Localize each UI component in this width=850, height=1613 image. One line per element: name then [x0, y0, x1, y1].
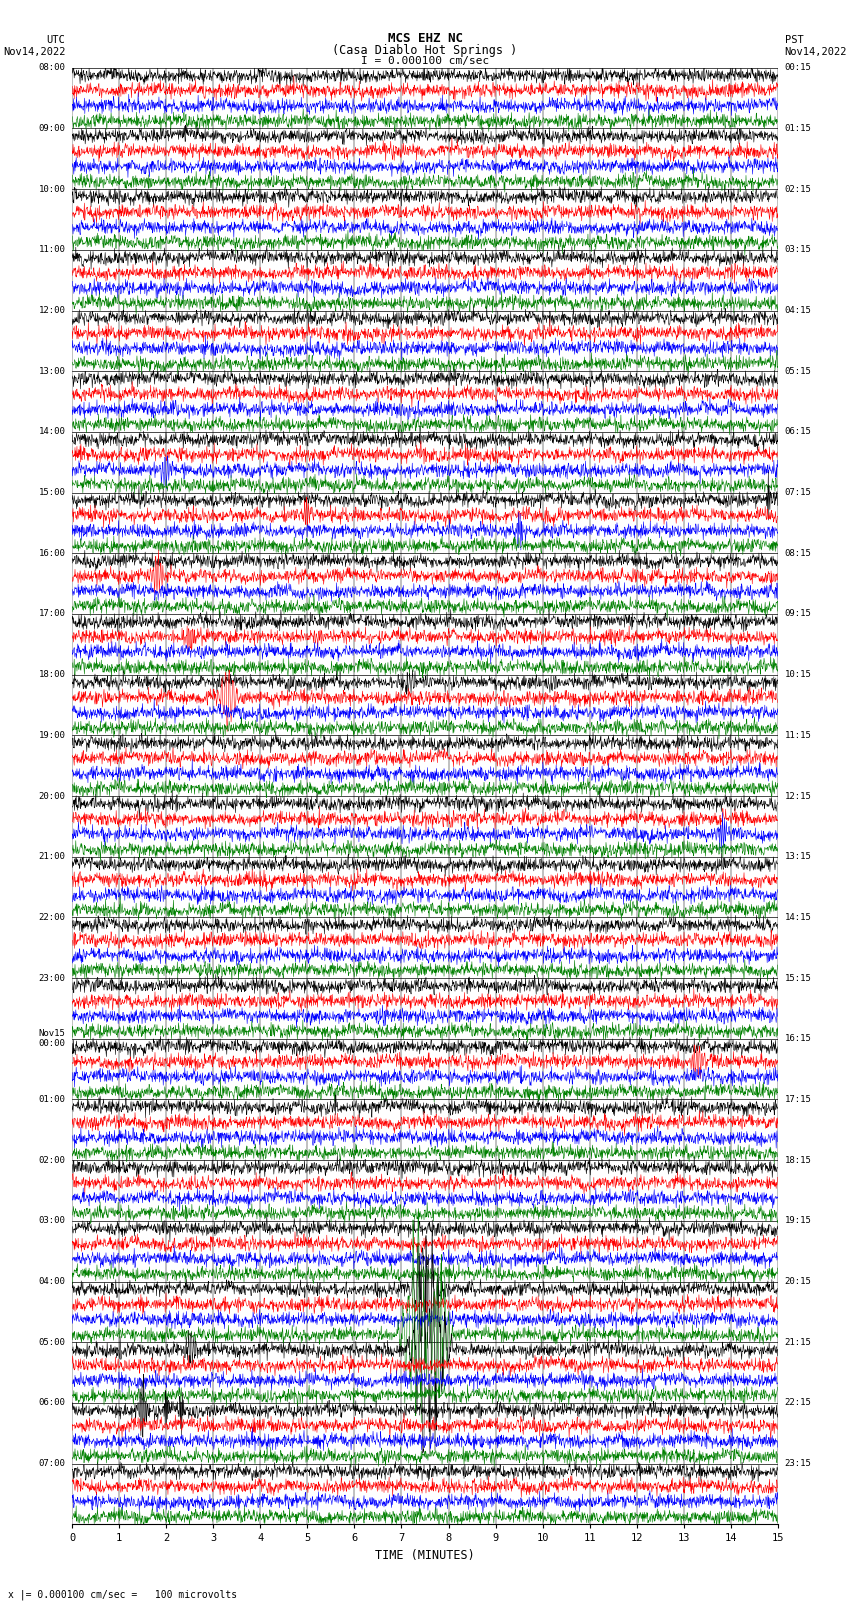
Text: 10:15: 10:15 — [785, 669, 812, 679]
Text: 06:00: 06:00 — [38, 1398, 65, 1408]
Text: 08:00: 08:00 — [38, 63, 65, 73]
Text: 20:15: 20:15 — [785, 1277, 812, 1286]
Text: 14:00: 14:00 — [38, 427, 65, 437]
Text: 13:00: 13:00 — [38, 366, 65, 376]
Text: 03:15: 03:15 — [785, 245, 812, 255]
Text: 18:15: 18:15 — [785, 1155, 812, 1165]
X-axis label: TIME (MINUTES): TIME (MINUTES) — [375, 1548, 475, 1561]
Text: 11:00: 11:00 — [38, 245, 65, 255]
Text: 07:15: 07:15 — [785, 489, 812, 497]
Text: 21:15: 21:15 — [785, 1337, 812, 1347]
Text: 23:00: 23:00 — [38, 974, 65, 982]
Text: 15:15: 15:15 — [785, 974, 812, 982]
Text: 14:15: 14:15 — [785, 913, 812, 923]
Text: 13:15: 13:15 — [785, 852, 812, 861]
Text: 05:00: 05:00 — [38, 1337, 65, 1347]
Text: 02:15: 02:15 — [785, 184, 812, 194]
Text: 17:15: 17:15 — [785, 1095, 812, 1103]
Text: (Casa Diablo Hot Springs ): (Casa Diablo Hot Springs ) — [332, 44, 518, 56]
Text: 19:00: 19:00 — [38, 731, 65, 740]
Text: 00:15: 00:15 — [785, 63, 812, 73]
Text: 12:15: 12:15 — [785, 792, 812, 800]
Text: 09:00: 09:00 — [38, 124, 65, 132]
Text: UTC
Nov14,2022: UTC Nov14,2022 — [3, 35, 65, 56]
Text: 19:15: 19:15 — [785, 1216, 812, 1226]
Text: 21:00: 21:00 — [38, 852, 65, 861]
Text: Nov15
00:00: Nov15 00:00 — [38, 1029, 65, 1048]
Text: 12:00: 12:00 — [38, 306, 65, 315]
Text: 20:00: 20:00 — [38, 792, 65, 800]
Text: 04:15: 04:15 — [785, 306, 812, 315]
Text: 02:00: 02:00 — [38, 1155, 65, 1165]
Text: 16:00: 16:00 — [38, 548, 65, 558]
Text: 10:00: 10:00 — [38, 184, 65, 194]
Text: 06:15: 06:15 — [785, 427, 812, 437]
Text: 09:15: 09:15 — [785, 610, 812, 618]
Text: I = 0.000100 cm/sec: I = 0.000100 cm/sec — [361, 56, 489, 66]
Text: 11:15: 11:15 — [785, 731, 812, 740]
Text: 04:00: 04:00 — [38, 1277, 65, 1286]
Text: 23:15: 23:15 — [785, 1460, 812, 1468]
Text: 01:15: 01:15 — [785, 124, 812, 132]
Text: 17:00: 17:00 — [38, 610, 65, 618]
Text: 07:00: 07:00 — [38, 1460, 65, 1468]
Text: 05:15: 05:15 — [785, 366, 812, 376]
Text: 03:00: 03:00 — [38, 1216, 65, 1226]
Text: 15:00: 15:00 — [38, 489, 65, 497]
Text: 08:15: 08:15 — [785, 548, 812, 558]
Text: PST
Nov14,2022: PST Nov14,2022 — [785, 35, 847, 56]
Text: MCS EHZ NC: MCS EHZ NC — [388, 32, 462, 45]
Text: 01:00: 01:00 — [38, 1095, 65, 1103]
Text: x |= 0.000100 cm/sec =   100 microvolts: x |= 0.000100 cm/sec = 100 microvolts — [8, 1589, 238, 1600]
Text: 22:00: 22:00 — [38, 913, 65, 923]
Text: 16:15: 16:15 — [785, 1034, 812, 1044]
Text: 18:00: 18:00 — [38, 669, 65, 679]
Text: 22:15: 22:15 — [785, 1398, 812, 1408]
